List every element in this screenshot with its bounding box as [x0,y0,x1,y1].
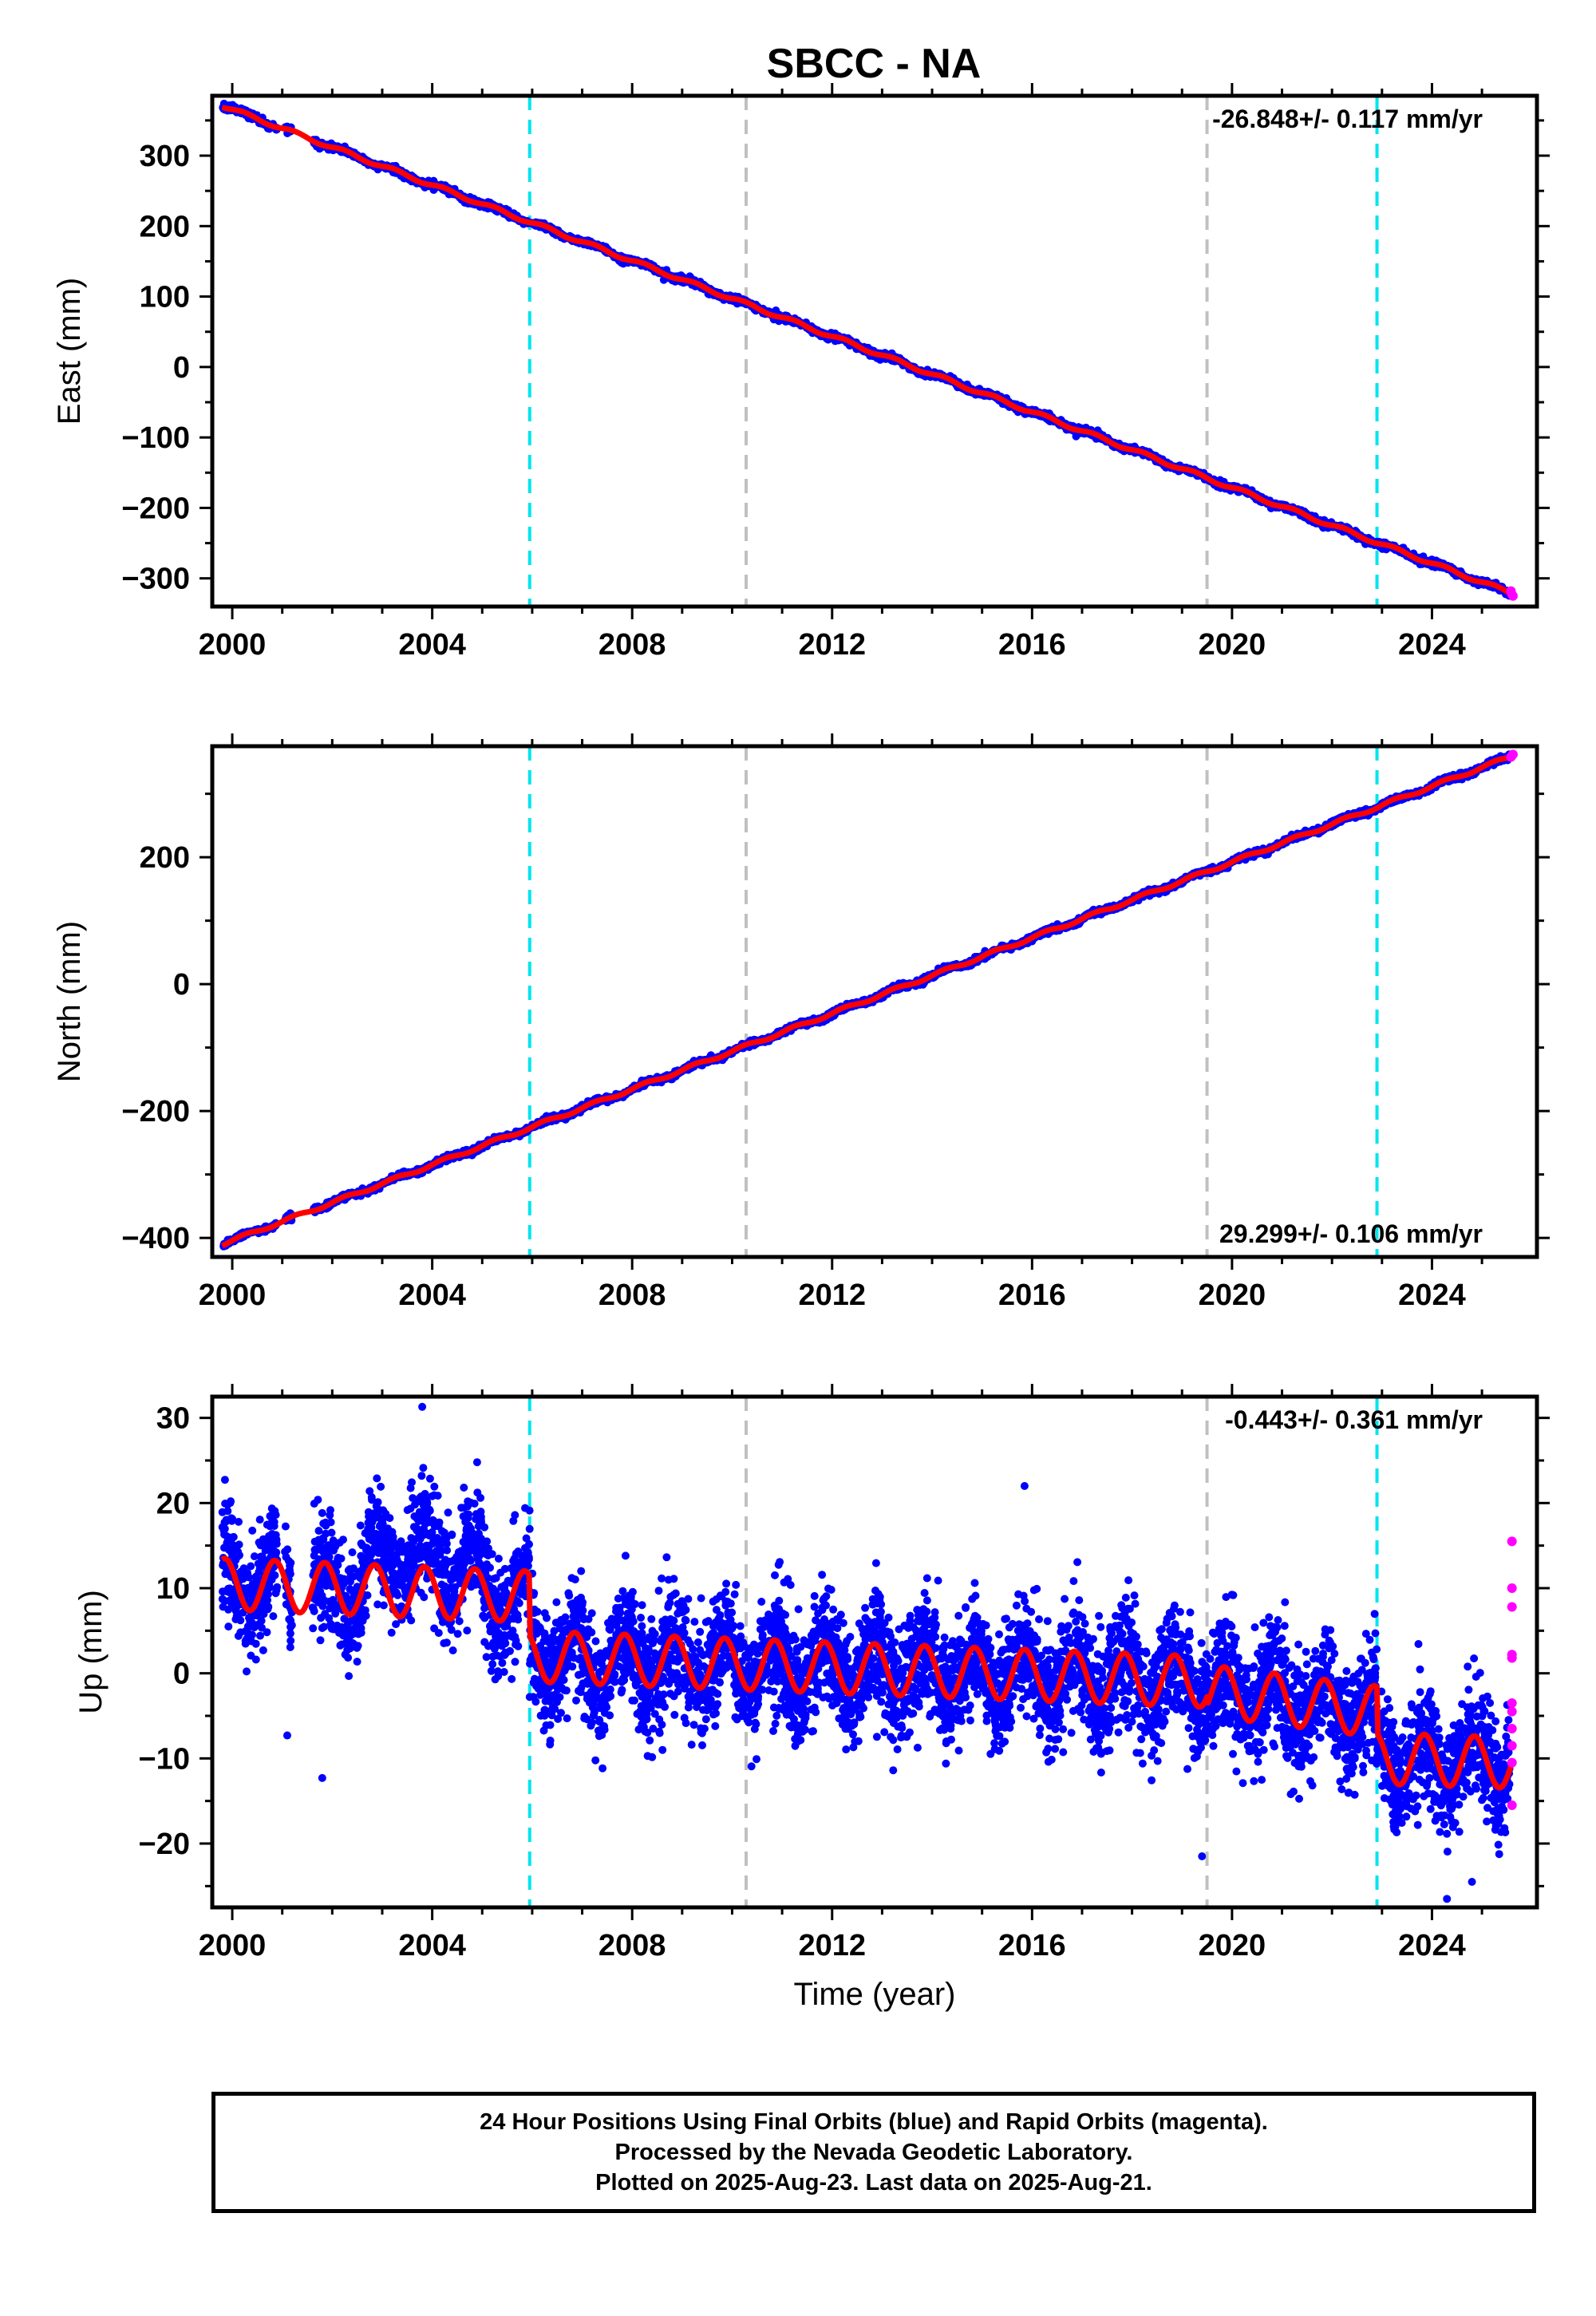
x-tick-label: 2012 [798,628,866,662]
x-tick-label: 2016 [998,628,1066,662]
figure-title: SBCC - NA [767,41,982,87]
east-plot-area [219,96,1518,607]
y-tick-label: 100 [140,281,190,314]
rate-label: -26.848+/- 0.117 mm/yr [1212,105,1483,133]
y-tick-label: 300 [140,140,190,173]
y-tick-label: 0 [173,351,190,385]
rapid-orbit-point [1507,591,1518,601]
y-tick-label: −300 [121,563,190,596]
model-fit-line [220,105,1515,598]
x-tick-label: 2000 [199,628,267,662]
y-tick-label: −200 [121,492,190,525]
x-tick-label: 2020 [1199,628,1266,662]
north-panel: 2000 2004 2008 2012 2016 2020 2024−400−2000200… [52,733,1550,1312]
north-plot-area [219,746,1518,1257]
y-axis-label: East (mm) [52,278,87,425]
x-tick-label: 2004 [398,628,466,662]
y-tick-label: −100 [121,421,190,455]
east-panel: 2000 2004 2008 2012 2016 2020 2024−300−200−100… [52,83,1550,662]
x-tick-label: 2008 [598,628,666,662]
x-tick-label: 2024 [1398,628,1466,662]
y-tick-label: 200 [140,210,190,243]
